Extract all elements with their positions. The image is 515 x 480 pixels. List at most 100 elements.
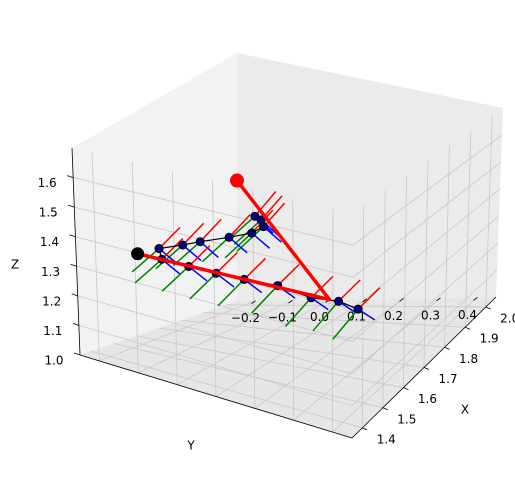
x-tick bbox=[485, 306, 491, 310]
grid-line bbox=[131, 161, 139, 373]
grid-line bbox=[292, 199, 295, 421]
z-tick-label: 1.1 bbox=[43, 324, 62, 338]
trajectory-point bbox=[178, 240, 188, 250]
grid-line bbox=[78, 325, 353, 407]
frame-y-axis bbox=[332, 308, 359, 340]
frame-x-axis bbox=[199, 218, 222, 243]
grid-line bbox=[382, 190, 386, 408]
pane-back-x bbox=[237, 53, 503, 301]
z-tick bbox=[67, 175, 74, 178]
y-axis-label: Y bbox=[186, 439, 195, 453]
frame-y-axis bbox=[172, 241, 201, 267]
z-axis-line bbox=[71, 147, 81, 356]
z-tick bbox=[68, 204, 75, 208]
grid-line bbox=[403, 175, 407, 388]
z-tick-label: 1.5 bbox=[39, 206, 58, 220]
grid-line bbox=[252, 189, 256, 409]
grid-line bbox=[352, 161, 502, 278]
trajectory-point bbox=[353, 304, 363, 314]
z-axis-label: Z bbox=[11, 258, 19, 272]
grid-line bbox=[74, 206, 353, 278]
frame-x-axis bbox=[188, 245, 211, 267]
pane-floor bbox=[80, 297, 496, 438]
z-tick bbox=[72, 323, 79, 326]
grid-line bbox=[215, 298, 367, 397]
y-tick bbox=[473, 296, 478, 301]
x-tick-label: 1.9 bbox=[480, 332, 499, 346]
x-tick-label: 2.0 bbox=[500, 312, 515, 326]
grid-line bbox=[352, 215, 500, 342]
frame-y-axis bbox=[312, 300, 340, 332]
x-tick bbox=[403, 387, 409, 391]
frame-x-axis bbox=[158, 226, 181, 250]
frame-y-axis bbox=[251, 285, 279, 314]
y-tick-label: 0.2 bbox=[384, 309, 403, 323]
frame-y-axis bbox=[134, 258, 163, 284]
grid-line bbox=[171, 171, 178, 385]
trajectory-point bbox=[195, 237, 205, 247]
grid-line bbox=[212, 180, 217, 397]
grid-line bbox=[254, 298, 404, 409]
grid-line bbox=[77, 295, 353, 375]
y-tick-label: 0.3 bbox=[421, 308, 440, 322]
grid-line bbox=[99, 300, 256, 362]
frame-x-axis bbox=[337, 279, 361, 302]
grid-line bbox=[332, 296, 478, 433]
arm-links bbox=[137, 179, 332, 302]
grid-line bbox=[464, 130, 472, 328]
grid-line bbox=[76, 265, 353, 342]
frame-x-axis bbox=[243, 257, 267, 280]
grid-line bbox=[361, 205, 365, 428]
trajectory-point bbox=[224, 232, 234, 242]
z-tick bbox=[71, 293, 78, 297]
trajectory-point bbox=[259, 222, 269, 232]
frame-y-axis bbox=[284, 297, 312, 327]
grid-line bbox=[176, 299, 330, 385]
y-tick-label: 0.1 bbox=[347, 310, 366, 324]
grid-line bbox=[352, 242, 499, 375]
x-tick-label: 1.8 bbox=[459, 352, 478, 366]
x-tick-label: 1.5 bbox=[397, 412, 416, 426]
frame-x-axis bbox=[215, 251, 238, 274]
grid-line bbox=[352, 134, 503, 246]
trajectory-point bbox=[247, 228, 257, 238]
y-tick-label: 0.0 bbox=[310, 310, 329, 324]
trajectory-point bbox=[334, 296, 344, 306]
pane-back-y bbox=[72, 53, 237, 355]
y-tick-label: −0.2 bbox=[231, 311, 260, 325]
y-tick bbox=[251, 300, 256, 305]
frame-y-axis bbox=[217, 278, 245, 307]
y-tick bbox=[288, 299, 293, 304]
x-tick-label: 1.7 bbox=[438, 372, 457, 386]
z-tick-label: 1.0 bbox=[44, 354, 63, 368]
frame-y-axis bbox=[201, 236, 230, 263]
frame-y-axis bbox=[161, 265, 190, 292]
grid-line bbox=[351, 269, 498, 407]
grid-line bbox=[423, 160, 429, 368]
z-tick-label: 1.6 bbox=[38, 176, 57, 190]
frame-x-axis bbox=[161, 237, 184, 260]
grid-line bbox=[444, 145, 450, 348]
z-tick bbox=[69, 234, 76, 238]
trajectory-point bbox=[154, 244, 164, 254]
y-tick bbox=[436, 297, 441, 302]
z-tick-label: 1.3 bbox=[41, 265, 60, 279]
y-tick bbox=[399, 298, 404, 302]
frame-x-axis bbox=[263, 202, 286, 228]
frame-y-axis bbox=[189, 272, 217, 300]
grid-line bbox=[485, 115, 493, 308]
frame-y-axis bbox=[131, 247, 160, 273]
grid-line bbox=[293, 297, 441, 421]
frame-x-axis bbox=[277, 263, 300, 287]
x-tick bbox=[423, 367, 430, 370]
grid-line bbox=[91, 152, 100, 361]
frame-x-axis bbox=[182, 222, 205, 246]
x-axis-label: X bbox=[461, 403, 469, 417]
z-tick-label: 1.4 bbox=[40, 235, 59, 249]
z-tick bbox=[70, 263, 77, 267]
arm-base-joint bbox=[230, 173, 244, 188]
grid-line bbox=[73, 177, 353, 246]
frame-x-axis bbox=[254, 190, 277, 217]
